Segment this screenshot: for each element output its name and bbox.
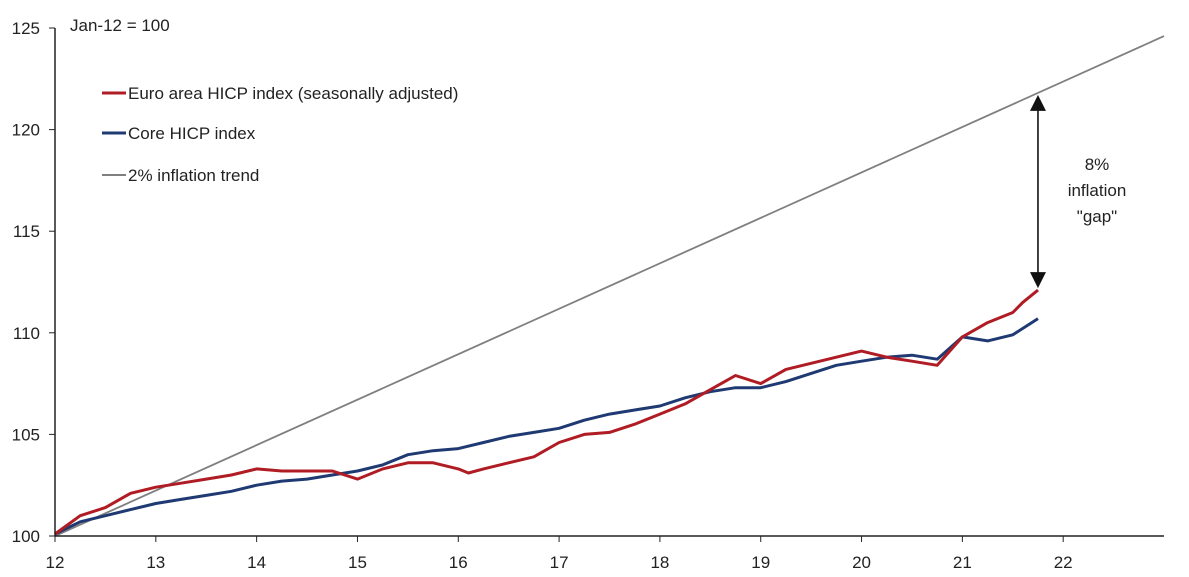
gap-label-line-2: inflation [1068, 181, 1127, 200]
y-tick-label: 115 [13, 222, 40, 241]
x-tick-label: 12 [46, 553, 65, 572]
gap-annotation: 8% inflation "gap" [1029, 94, 1127, 289]
legend-label-trend: 2% inflation trend [128, 166, 259, 185]
x-tick-label: 16 [449, 553, 468, 572]
y-tick-label: 120 [12, 121, 40, 140]
legend-label-core: Core HICP index [128, 124, 256, 143]
x-tick-label: 21 [953, 553, 972, 572]
index-note: Jan-12 = 100 [70, 16, 170, 35]
legend-label-hicp: Euro area HICP index (seasonally adjuste… [128, 84, 458, 103]
x-tick-label: 13 [146, 553, 165, 572]
x-tick-label: 22 [1054, 553, 1073, 572]
series-line-core [54, 317, 1039, 536]
x-tick-label: 20 [852, 553, 871, 572]
x-axis-ticks: 12 13 14 15 16 17 18 19 20 21 22 [46, 536, 1073, 572]
y-tick-label: 105 [12, 425, 40, 444]
gap-label-line-3: "gap" [1077, 207, 1117, 226]
x-tick-label: 19 [751, 553, 770, 572]
y-tick-label: 125 [12, 19, 40, 38]
axes: 12 13 14 15 16 17 18 19 20 21 22 100 105 110 115 120 12… [12, 19, 1164, 572]
y-tick-label: 100 [12, 527, 40, 546]
x-tick-label: 18 [650, 553, 669, 572]
x-tick-label: 15 [348, 553, 367, 572]
series-line-trend [54, 35, 1165, 537]
x-tick-label: 17 [550, 553, 569, 572]
series-line-hicp [54, 288, 1039, 536]
series-lines [54, 35, 1165, 537]
gap-label-line-1: 8% [1085, 155, 1110, 174]
x-tick-label: 14 [247, 553, 266, 572]
y-tick-label: 110 [13, 324, 40, 343]
legend: Euro area HICP index (seasonally adjuste… [102, 84, 458, 185]
y-axis-ticks: 100 105 110 115 120 125 [12, 19, 55, 546]
